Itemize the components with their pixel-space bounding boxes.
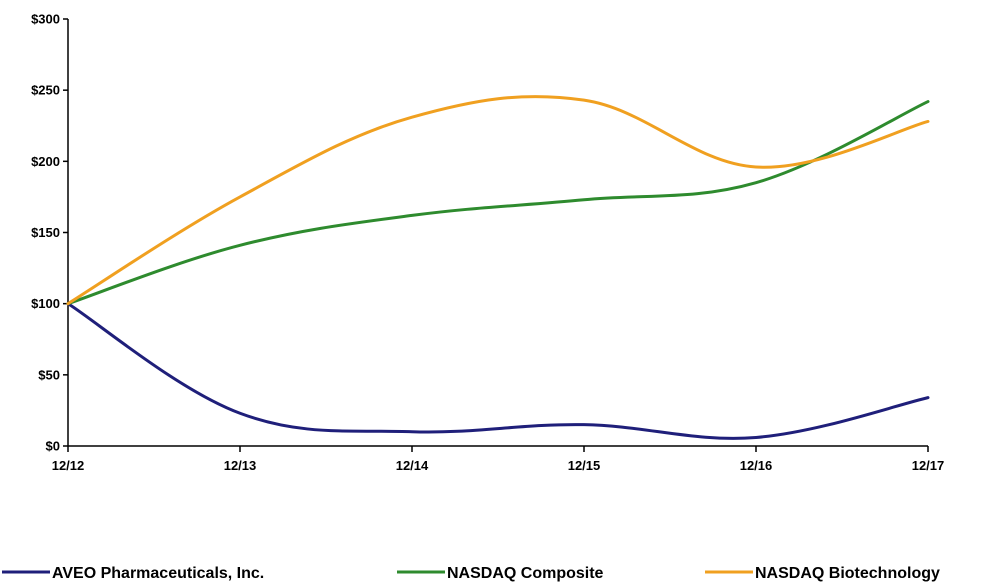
- series-lines: [66, 95, 930, 440]
- x-axis-ticks: 12/12 12/13 12/14 12/15 12/16 12/17: [52, 446, 945, 473]
- x-tick-label: 12/15: [568, 458, 601, 473]
- y-tick-label: $300: [31, 12, 60, 27]
- y-tick-label: $250: [31, 83, 60, 98]
- x-tick-label: 12/12: [52, 458, 85, 473]
- y-tick-label: $50: [38, 367, 60, 382]
- axes: [67, 19, 928, 447]
- legend: AVEO Pharmaceuticals, Inc. NASDAQ Composi…: [2, 565, 940, 582]
- legend-label: NASDAQ Composite: [447, 565, 604, 582]
- y-tick-label: $100: [31, 296, 60, 311]
- y-tick-label: $200: [31, 154, 60, 169]
- legend-label: NASDAQ Biotechnology: [755, 565, 940, 582]
- series-line-nasdaq-biotechnology: [66, 95, 930, 306]
- series-line-nasdaq-composite: [66, 100, 930, 306]
- x-tick-label: 12/17: [912, 458, 945, 473]
- y-axis-ticks: $0 $50 $100 $150 $200 $250 $300: [31, 12, 68, 454]
- y-tick-label: $0: [46, 439, 60, 454]
- y-tick-label: $150: [31, 225, 60, 240]
- legend-label: AVEO Pharmaceuticals, Inc.: [52, 565, 264, 582]
- x-tick-label: 12/16: [740, 458, 773, 473]
- x-tick-label: 12/14: [396, 458, 429, 473]
- series-line-aveo-pharmaceuticals-inc: [66, 302, 930, 440]
- x-tick-label: 12/13: [224, 458, 257, 473]
